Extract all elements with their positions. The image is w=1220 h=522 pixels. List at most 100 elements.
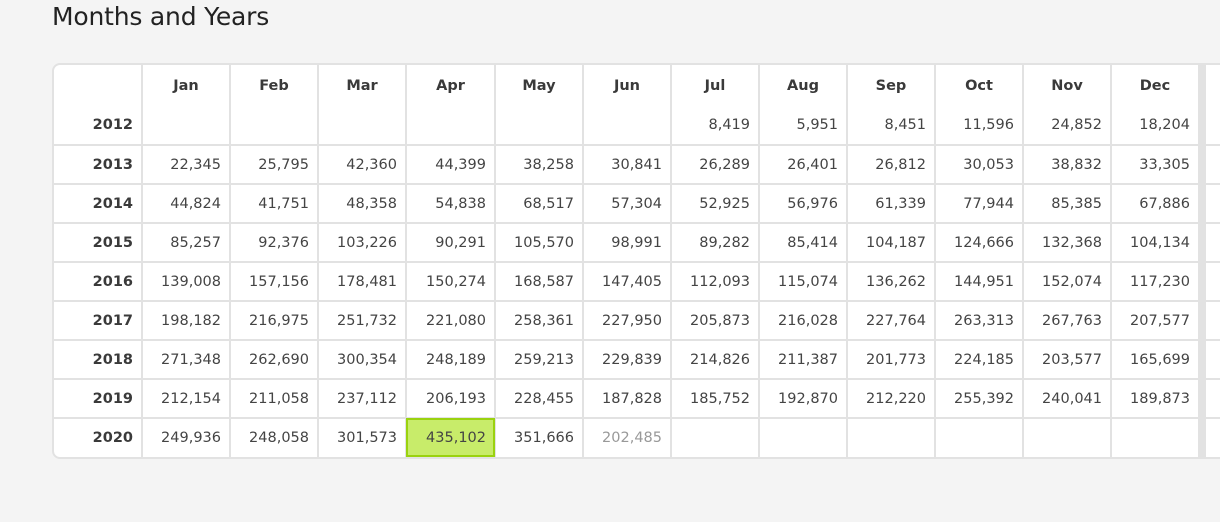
cell-2019-oct[interactable]: 255,392: [934, 378, 1024, 419]
cell-2013-may[interactable]: 38,258: [494, 144, 584, 185]
column-header-oct[interactable]: Oct: [934, 65, 1024, 106]
cell-2020-may[interactable]: 351,666: [494, 417, 584, 457]
column-header-aug[interactable]: Aug: [758, 65, 848, 106]
cell-2013-feb[interactable]: 25,795: [229, 144, 319, 185]
cell-2018-feb[interactable]: 262,690: [229, 339, 319, 380]
cell-2017-mar[interactable]: 251,732: [317, 300, 407, 341]
cell-2018-jul[interactable]: 214,826: [670, 339, 760, 380]
cell-2015-jul[interactable]: 89,282: [670, 222, 760, 263]
cell-2020-jul[interactable]: [670, 417, 760, 457]
cell-2013-apr[interactable]: 44,399: [405, 144, 496, 185]
cell-2012-sep[interactable]: 8,451: [846, 106, 936, 146]
row-header-year[interactable]: 2016: [54, 261, 143, 302]
cell-2017-aug[interactable]: 216,028: [758, 300, 848, 341]
row-header-year[interactable]: 2018: [54, 339, 143, 380]
cell-2018-sep[interactable]: 201,773: [846, 339, 936, 380]
cell-2013-sep[interactable]: 26,812: [846, 144, 936, 185]
cell-2013-nov[interactable]: 38,832: [1022, 144, 1112, 185]
cell-2014-may[interactable]: 68,517: [494, 183, 584, 224]
cell-2016-jul[interactable]: 112,093: [670, 261, 760, 302]
column-header-may[interactable]: May: [494, 65, 584, 106]
cell-2013-aug[interactable]: 26,401: [758, 144, 848, 185]
cell-2014-jan[interactable]: 44,824: [141, 183, 231, 224]
cell-2014-nov[interactable]: 85,385: [1022, 183, 1112, 224]
cell-2016-aug[interactable]: 115,074: [758, 261, 848, 302]
cell-2016-apr[interactable]: 150,274: [405, 261, 496, 302]
cell-2014-mar[interactable]: 48,358: [317, 183, 407, 224]
cell-2014-jul[interactable]: 52,925: [670, 183, 760, 224]
cell-2019-mar[interactable]: 237,112: [317, 378, 407, 419]
cell-2018-mar[interactable]: 300,354: [317, 339, 407, 380]
cell-2020-feb[interactable]: 248,058: [229, 417, 319, 457]
cell-2020-apr[interactable]: 435,102: [405, 417, 496, 457]
cell-2017-apr[interactable]: 221,080: [405, 300, 496, 341]
column-header-jan[interactable]: Jan: [141, 65, 231, 106]
cell-2015-dec[interactable]: 104,134: [1110, 222, 1200, 263]
cell-2019-nov[interactable]: 240,041: [1022, 378, 1112, 419]
column-header-sep[interactable]: Sep: [846, 65, 936, 106]
row-header-year[interactable]: 2019: [54, 378, 143, 419]
cell-2020-aug[interactable]: [758, 417, 848, 457]
cell-2015-jan[interactable]: 85,257: [141, 222, 231, 263]
cell-2018-jun[interactable]: 229,839: [582, 339, 672, 380]
cell-2017-jul[interactable]: 205,873: [670, 300, 760, 341]
cell-2012-jan[interactable]: [141, 106, 231, 146]
cell-2012-dec[interactable]: 18,204: [1110, 106, 1200, 146]
cell-2014-sep[interactable]: 61,339: [846, 183, 936, 224]
cell-2015-apr[interactable]: 90,291: [405, 222, 496, 263]
cell-2019-aug[interactable]: 192,870: [758, 378, 848, 419]
cell-2014-dec[interactable]: 67,886: [1110, 183, 1200, 224]
cell-2015-nov[interactable]: 132,368: [1022, 222, 1112, 263]
cell-2019-jul[interactable]: 185,752: [670, 378, 760, 419]
row-header-year[interactable]: 2020: [54, 417, 143, 457]
cell-2017-jun[interactable]: 227,950: [582, 300, 672, 341]
cell-2020-mar[interactable]: 301,573: [317, 417, 407, 457]
cell-2016-may[interactable]: 168,587: [494, 261, 584, 302]
column-header-apr[interactable]: Apr: [405, 65, 496, 106]
cell-2019-may[interactable]: 228,455: [494, 378, 584, 419]
cell-2013-jun[interactable]: 30,841: [582, 144, 672, 185]
cell-2013-jul[interactable]: 26,289: [670, 144, 760, 185]
cell-2012-nov[interactable]: 24,852: [1022, 106, 1112, 146]
cell-2017-nov[interactable]: 267,763: [1022, 300, 1112, 341]
cell-2016-mar[interactable]: 178,481: [317, 261, 407, 302]
cell-2015-jun[interactable]: 98,991: [582, 222, 672, 263]
cell-2013-mar[interactable]: 42,360: [317, 144, 407, 185]
cell-2013-jan[interactable]: 22,345: [141, 144, 231, 185]
cell-2014-apr[interactable]: 54,838: [405, 183, 496, 224]
cell-2016-jan[interactable]: 139,008: [141, 261, 231, 302]
cell-2014-feb[interactable]: 41,751: [229, 183, 319, 224]
cell-2015-may[interactable]: 105,570: [494, 222, 584, 263]
row-header-year[interactable]: 2015: [54, 222, 143, 263]
cell-2012-may[interactable]: [494, 106, 584, 146]
cell-2014-aug[interactable]: 56,976: [758, 183, 848, 224]
cell-2018-nov[interactable]: 203,577: [1022, 339, 1112, 380]
cell-2015-feb[interactable]: 92,376: [229, 222, 319, 263]
cell-2019-sep[interactable]: 212,220: [846, 378, 936, 419]
cell-2018-dec[interactable]: 165,699: [1110, 339, 1200, 380]
row-header-year[interactable]: 2014: [54, 183, 143, 224]
cell-2016-sep[interactable]: 136,262: [846, 261, 936, 302]
cell-2015-oct[interactable]: 124,666: [934, 222, 1024, 263]
cell-2016-nov[interactable]: 152,074: [1022, 261, 1112, 302]
cell-2017-may[interactable]: 258,361: [494, 300, 584, 341]
cell-2018-apr[interactable]: 248,189: [405, 339, 496, 380]
cell-2017-dec[interactable]: 207,577: [1110, 300, 1200, 341]
cell-2020-jun[interactable]: 202,485: [582, 417, 672, 457]
cell-2012-jun[interactable]: [582, 106, 672, 146]
cell-2019-jun[interactable]: 187,828: [582, 378, 672, 419]
cell-2018-may[interactable]: 259,213: [494, 339, 584, 380]
cell-2016-oct[interactable]: 144,951: [934, 261, 1024, 302]
cell-2015-aug[interactable]: 85,414: [758, 222, 848, 263]
cell-2015-sep[interactable]: 104,187: [846, 222, 936, 263]
cell-2012-apr[interactable]: [405, 106, 496, 146]
cell-2016-dec[interactable]: 117,230: [1110, 261, 1200, 302]
column-header-jun[interactable]: Jun: [582, 65, 672, 106]
cell-2019-jan[interactable]: 212,154: [141, 378, 231, 419]
cell-2016-jun[interactable]: 147,405: [582, 261, 672, 302]
cell-2012-mar[interactable]: [317, 106, 407, 146]
cell-2017-jan[interactable]: 198,182: [141, 300, 231, 341]
cell-2013-oct[interactable]: 30,053: [934, 144, 1024, 185]
cell-2017-oct[interactable]: 263,313: [934, 300, 1024, 341]
cell-2017-sep[interactable]: 227,764: [846, 300, 936, 341]
